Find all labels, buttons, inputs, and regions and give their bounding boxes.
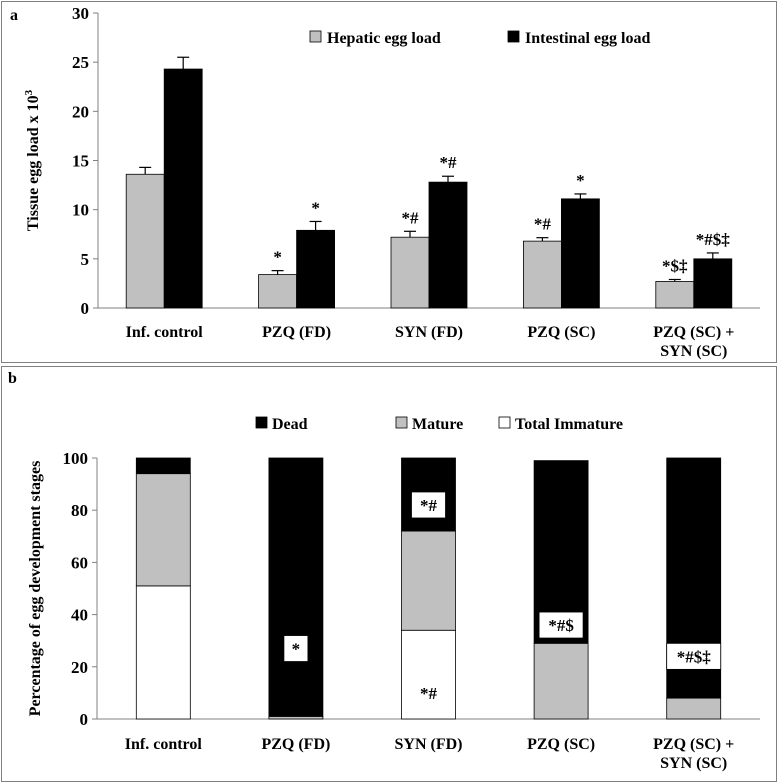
- y-tick-label-2: 10: [72, 201, 89, 220]
- y-tick-label-3: 60: [71, 553, 88, 572]
- segment-dead-0: [135, 457, 191, 475]
- category-label-2: SYN (FD): [395, 736, 463, 753]
- annotation-box-0: [283, 635, 309, 662]
- legend-label-1: Intestinal egg load: [525, 30, 650, 47]
- y-tick-label-3: 15: [72, 152, 89, 171]
- bar-intestinal-4: [693, 258, 733, 309]
- category-label-4: PZQ (SC) + SYN (SC): [653, 736, 734, 772]
- annotation-box-3: [538, 611, 584, 639]
- egg-development-stages-chart: b 0 20 40 60 80 100 Percentage of egg developme…: [8, 370, 760, 772]
- y-tick-label-0: 0: [81, 299, 90, 318]
- significance-label-1-3: *: [576, 171, 585, 190]
- segment-total-immature-0: [135, 585, 191, 720]
- bar-intestinal-0: [163, 68, 203, 309]
- y-tick-label-0: 0: [80, 710, 89, 729]
- annotation-box-4: [666, 642, 722, 670]
- significance-label-0-4: *$‡: [662, 256, 688, 275]
- annotation-label-0: *: [292, 640, 301, 659]
- category-label-2: SYN (FD): [395, 324, 463, 341]
- category-label-3: PZQ (SC): [527, 324, 595, 341]
- y-tick-label-1: 20: [71, 658, 88, 677]
- annotation-label-4: *#$‡: [677, 647, 712, 666]
- segment-dead-1: [268, 457, 324, 717]
- bar-hepatic-0: [125, 173, 165, 309]
- significance-label-1-4: *#$‡: [696, 230, 731, 249]
- legend-label-1: Mature: [412, 416, 463, 433]
- legend-swatch-1: [507, 30, 520, 43]
- y-tick-label-5: 25: [72, 53, 89, 72]
- bar-intestinal-2: [428, 181, 468, 309]
- significance-label-0-1: *: [273, 248, 282, 267]
- category-label-0: Inf. control: [125, 736, 203, 753]
- legend-swatch-2: [498, 416, 511, 429]
- legend-label-0: Hepatic egg load: [327, 30, 441, 47]
- significance-label-1-1: *: [311, 198, 320, 217]
- significance-label-0-2: *#: [402, 208, 420, 227]
- bar-intestinal-3: [561, 198, 600, 309]
- category-label-3: PZQ (SC): [527, 736, 595, 753]
- y-tick-label-1: 5: [81, 250, 90, 269]
- bar-intestinal-1: [296, 229, 336, 309]
- legend-swatch-1: [395, 416, 408, 429]
- panel-label-b: b: [8, 370, 17, 387]
- y-axis-title: Percentage of egg development stages: [27, 461, 44, 717]
- panel-label-a: a: [10, 7, 18, 24]
- y-tick-label-4: 80: [71, 501, 88, 520]
- bar-hepatic-4: [655, 281, 695, 309]
- bar-hepatic-2: [390, 236, 430, 309]
- y-tick-label-4: 20: [72, 102, 89, 121]
- significance-label-1-2: *#: [440, 153, 458, 172]
- segment-mature-0: [135, 473, 191, 587]
- annotation-label-1: *#: [420, 496, 438, 515]
- category-label-1: PZQ (FD): [261, 736, 330, 753]
- legend-label-2: Total Immature: [515, 416, 623, 433]
- y-axis-title: Tissue egg load x 103: [23, 89, 42, 231]
- legend-swatch-0: [255, 416, 268, 429]
- annotation-label-3: *#$: [548, 616, 574, 635]
- panel-b: b 0 20 40 60 80 100 Percentage of egg developme…: [1, 366, 777, 782]
- y-tick-label-6: 30: [72, 4, 89, 23]
- hepatic-intestinal-egg-load-chart: a 0 5 10 15 20 25 30 Tissue egg load x 103 * *# *# *…: [10, 4, 760, 360]
- bar-hepatic-3: [523, 240, 562, 309]
- segment-total-immature-2: [401, 629, 456, 720]
- legend-swatch-0: [309, 30, 322, 43]
- category-label-1: PZQ (FD): [262, 324, 331, 341]
- segment-mature-3: [533, 642, 589, 720]
- y-tick-label-2: 40: [71, 606, 88, 625]
- legend-label-0: Dead: [272, 416, 308, 433]
- category-label-4: PZQ (SC) + SYN (SC): [653, 324, 734, 360]
- annotation-label-2: *#: [420, 684, 438, 703]
- bar-hepatic-1: [258, 274, 298, 309]
- y-tick-label-5: 100: [63, 449, 89, 468]
- segment-mature-4: [666, 697, 722, 720]
- annotation-box-1: [411, 491, 446, 519]
- significance-label-0-3: *#: [534, 215, 552, 234]
- category-label-0: Inf. control: [126, 324, 204, 341]
- panel-a: a 0 5 10 15 20 25 30 Tissue egg load x 103 * *# *# *…: [1, 1, 777, 363]
- segment-mature-2: [401, 530, 456, 631]
